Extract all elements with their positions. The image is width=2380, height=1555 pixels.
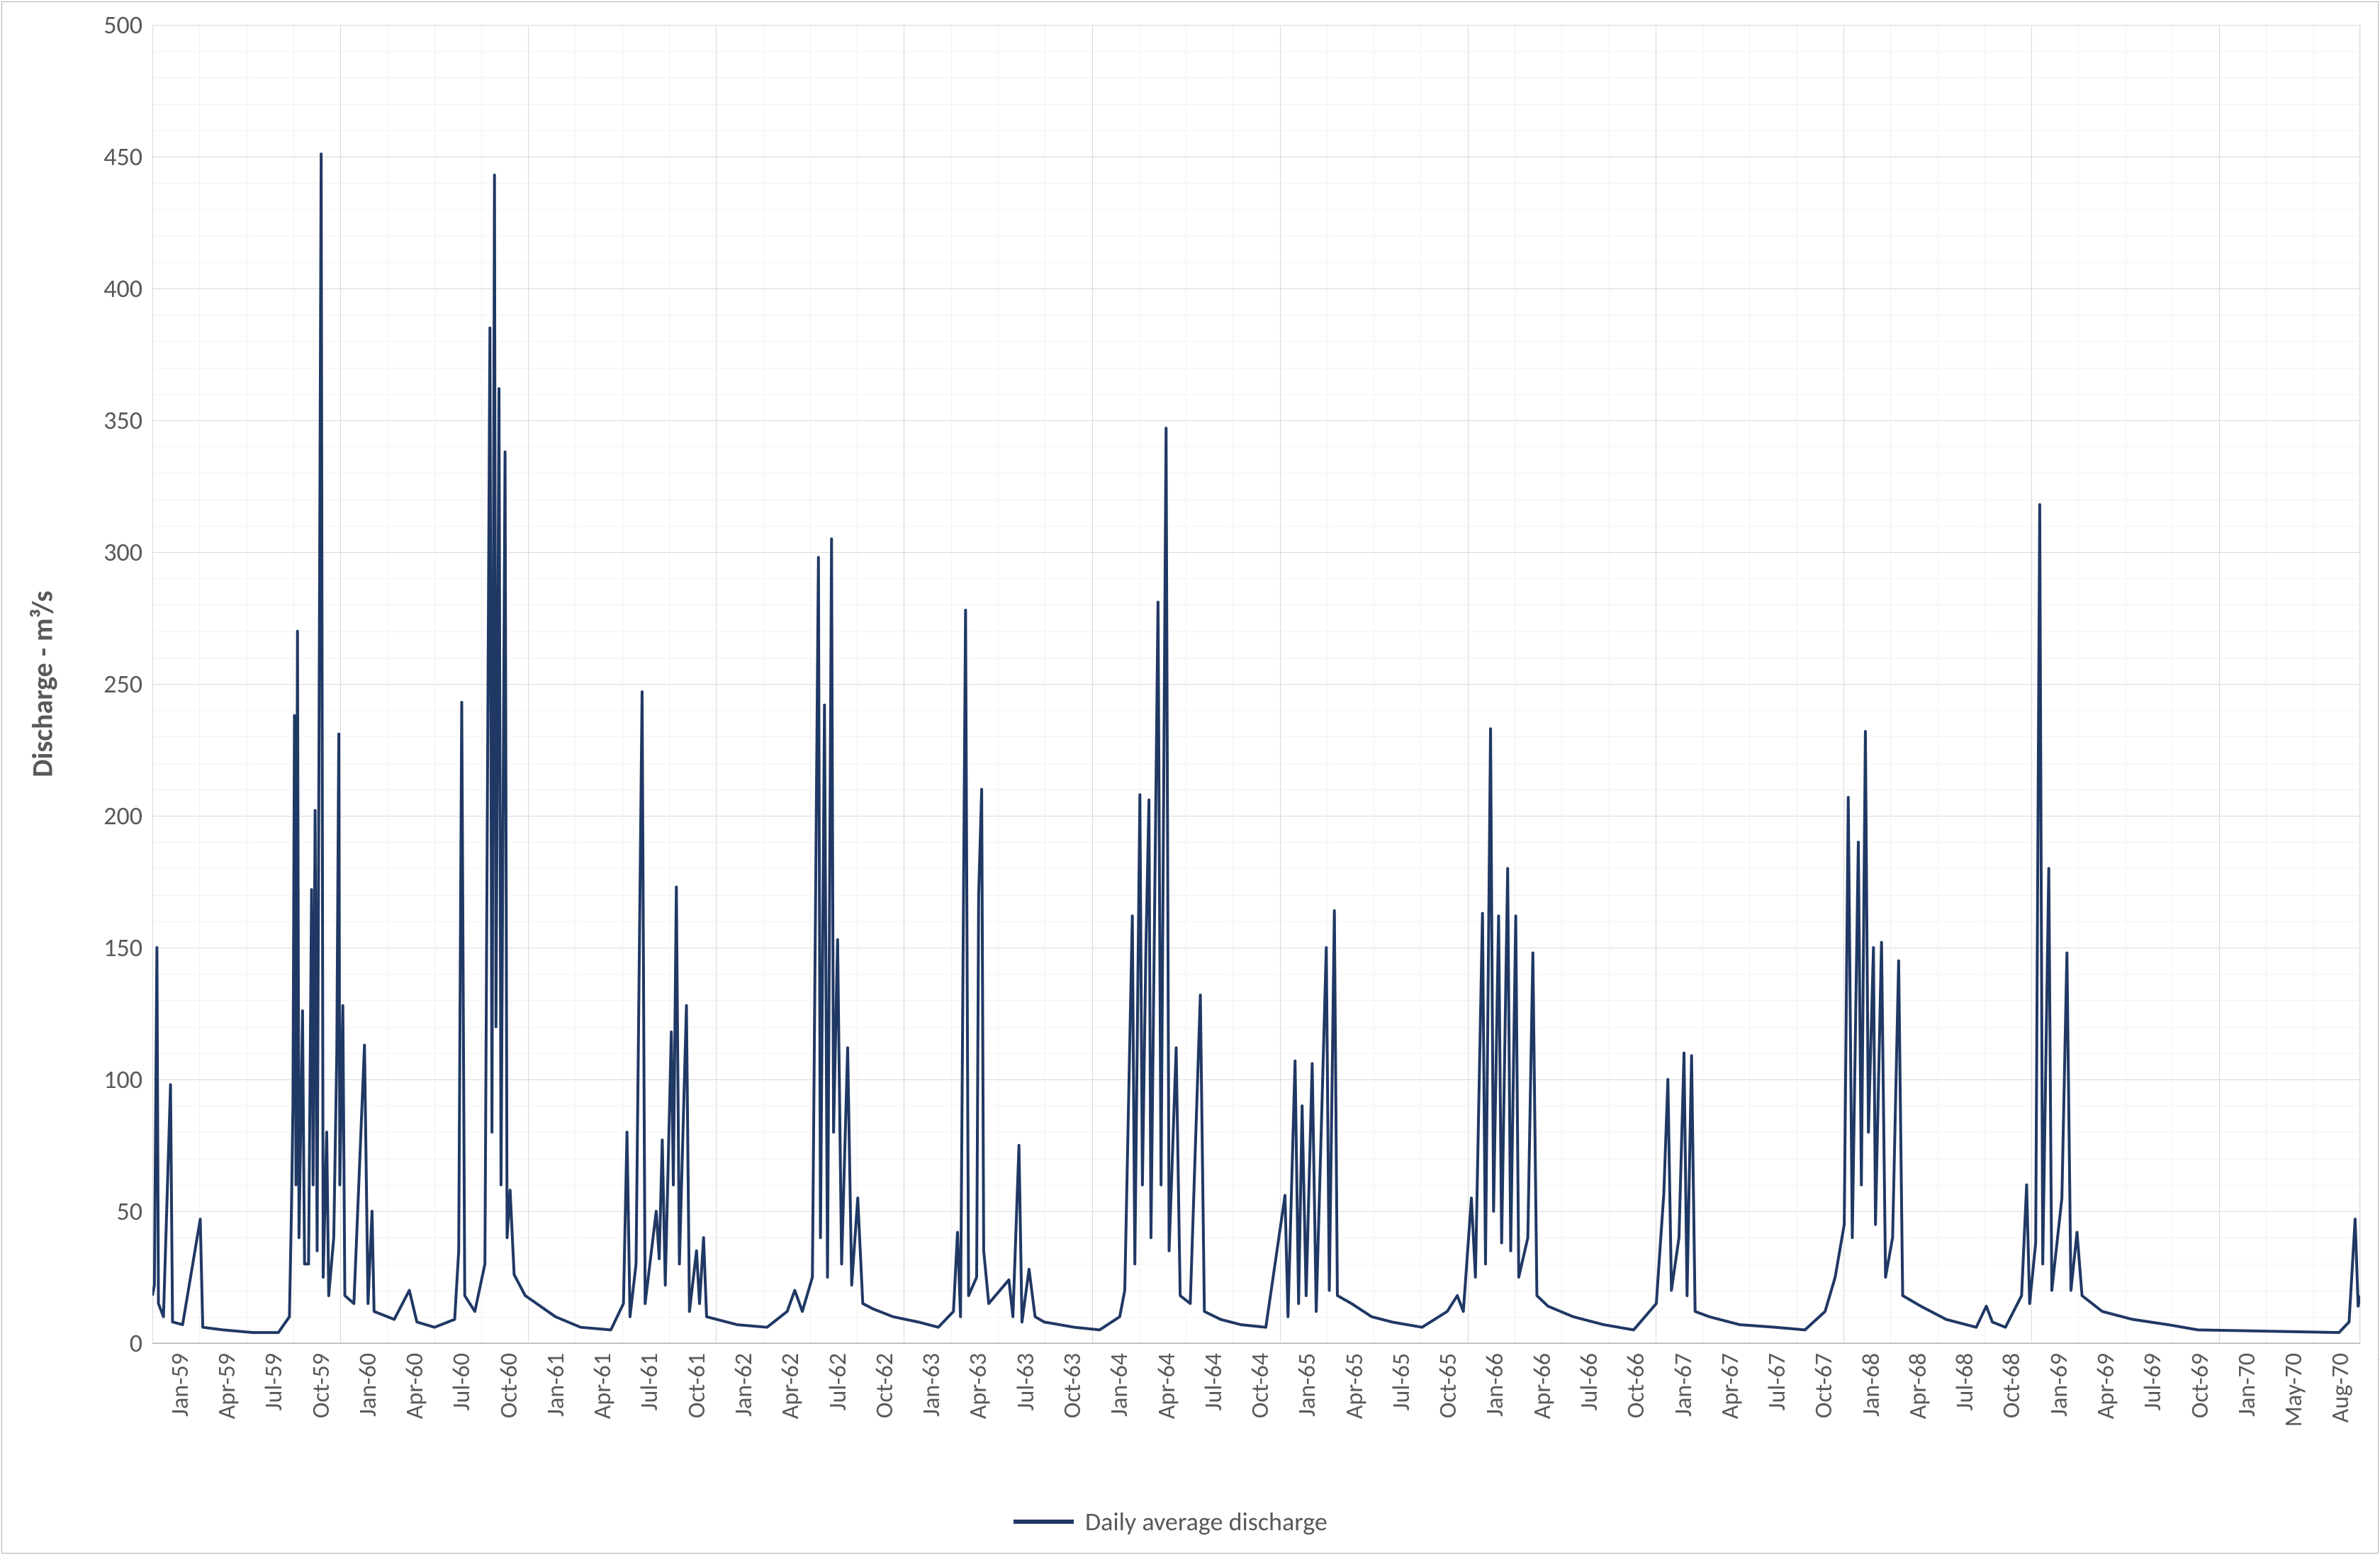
x-tick-label: Jul-69 bbox=[2138, 1353, 2167, 1410]
x-tick-label: Nov-70 bbox=[2374, 1353, 2380, 1423]
x-tick-label: Oct-69 bbox=[2186, 1353, 2215, 1418]
x-tick-label: Oct-60 bbox=[495, 1353, 524, 1418]
y-tick-label: 300 bbox=[72, 537, 142, 568]
series-line bbox=[152, 25, 2360, 1343]
x-tick-label: Oct-59 bbox=[307, 1353, 336, 1418]
x-tick-label: Oct-68 bbox=[1997, 1353, 2026, 1418]
y-tick-label: 200 bbox=[72, 800, 142, 831]
plot-area bbox=[152, 25, 2360, 1343]
x-tick-label: Aug-70 bbox=[2326, 1353, 2355, 1422]
x-tick-label: Jan-67 bbox=[1669, 1353, 1698, 1417]
x-tick-label: Oct-61 bbox=[683, 1353, 712, 1418]
x-tick-label: Apr-69 bbox=[2092, 1353, 2121, 1419]
x-tick-label: Apr-61 bbox=[588, 1353, 617, 1419]
y-axis-title: Discharge - m³/s bbox=[26, 590, 60, 777]
x-tick-label: May-70 bbox=[2279, 1353, 2308, 1427]
x-tick-label: Oct-67 bbox=[1809, 1353, 1839, 1418]
x-tick-label: Jan-64 bbox=[1105, 1353, 1134, 1417]
x-tick-label: Jul-60 bbox=[447, 1353, 476, 1410]
x-tick-label: Jul-62 bbox=[824, 1353, 853, 1410]
x-tick-label: Jan-68 bbox=[1857, 1353, 1886, 1417]
discharge-timeseries-chart: 0 50 100 150 200 250 300 350 400 450 500 Jan-59 Apr-… bbox=[0, 0, 2380, 1555]
x-tick-label: Jul-65 bbox=[1387, 1353, 1416, 1410]
y-tick-label: 400 bbox=[72, 273, 142, 304]
y-tick-label: 100 bbox=[72, 1064, 142, 1095]
legend-label: Daily average discharge bbox=[1085, 1506, 1327, 1537]
y-tick-label: 450 bbox=[72, 141, 142, 172]
x-tick-label: Jul-59 bbox=[259, 1353, 288, 1410]
x-tick-label: Jan-60 bbox=[354, 1353, 383, 1417]
y-tick-label: 150 bbox=[72, 932, 142, 963]
x-tick-label: Apr-59 bbox=[213, 1353, 242, 1419]
y-tick-label: 0 bbox=[72, 1327, 142, 1359]
x-tick-label: Jan-59 bbox=[166, 1353, 195, 1417]
x-tick-label: Jan-61 bbox=[541, 1353, 571, 1417]
x-tick-label: Apr-64 bbox=[1152, 1353, 1181, 1419]
y-tick-label: 50 bbox=[72, 1196, 142, 1227]
x-tick-label: Jul-63 bbox=[1011, 1353, 1040, 1410]
x-tick-label: Jan-63 bbox=[917, 1353, 946, 1417]
x-tick-label: Jul-61 bbox=[635, 1353, 664, 1410]
x-tick-label: Oct-64 bbox=[1246, 1353, 1275, 1418]
legend-swatch bbox=[1014, 1520, 1074, 1524]
legend: Daily average discharge bbox=[1014, 1506, 1327, 1537]
x-tick-label: Oct-62 bbox=[870, 1353, 899, 1418]
x-tick-label: Oct-65 bbox=[1434, 1353, 1463, 1418]
x-tick-label: Jan-66 bbox=[1481, 1353, 1510, 1417]
y-tick-label: 350 bbox=[72, 405, 142, 436]
x-tick-label: Oct-66 bbox=[1622, 1353, 1651, 1418]
x-tick-label: Apr-62 bbox=[776, 1353, 805, 1419]
x-tick-label: Apr-67 bbox=[1716, 1353, 1745, 1419]
x-tick-label: Jan-69 bbox=[2045, 1353, 2074, 1417]
x-tick-label: Jul-64 bbox=[1199, 1353, 1228, 1410]
x-minor-gridline bbox=[2360, 25, 2361, 1343]
x-tick-label: Oct-63 bbox=[1058, 1353, 1087, 1418]
x-tick-label: Jan-65 bbox=[1293, 1353, 1322, 1417]
x-tick-label: Apr-63 bbox=[964, 1353, 993, 1419]
x-tick-label: Jul-66 bbox=[1575, 1353, 1604, 1410]
x-tick-label: Jan-62 bbox=[729, 1353, 758, 1417]
x-axis-line bbox=[152, 1343, 2360, 1344]
y-tick-label: 250 bbox=[72, 668, 142, 700]
y-tick-label: 500 bbox=[72, 9, 142, 40]
x-tick-label: Apr-66 bbox=[1528, 1353, 1557, 1419]
x-tick-label: Jan-70 bbox=[2233, 1353, 2262, 1417]
x-tick-label: Jul-68 bbox=[1950, 1353, 1980, 1410]
x-tick-label: Apr-60 bbox=[400, 1353, 430, 1419]
x-tick-label: Apr-65 bbox=[1340, 1353, 1369, 1419]
x-tick-label: Apr-68 bbox=[1904, 1353, 1933, 1419]
x-tick-label: Jul-67 bbox=[1763, 1353, 1792, 1410]
